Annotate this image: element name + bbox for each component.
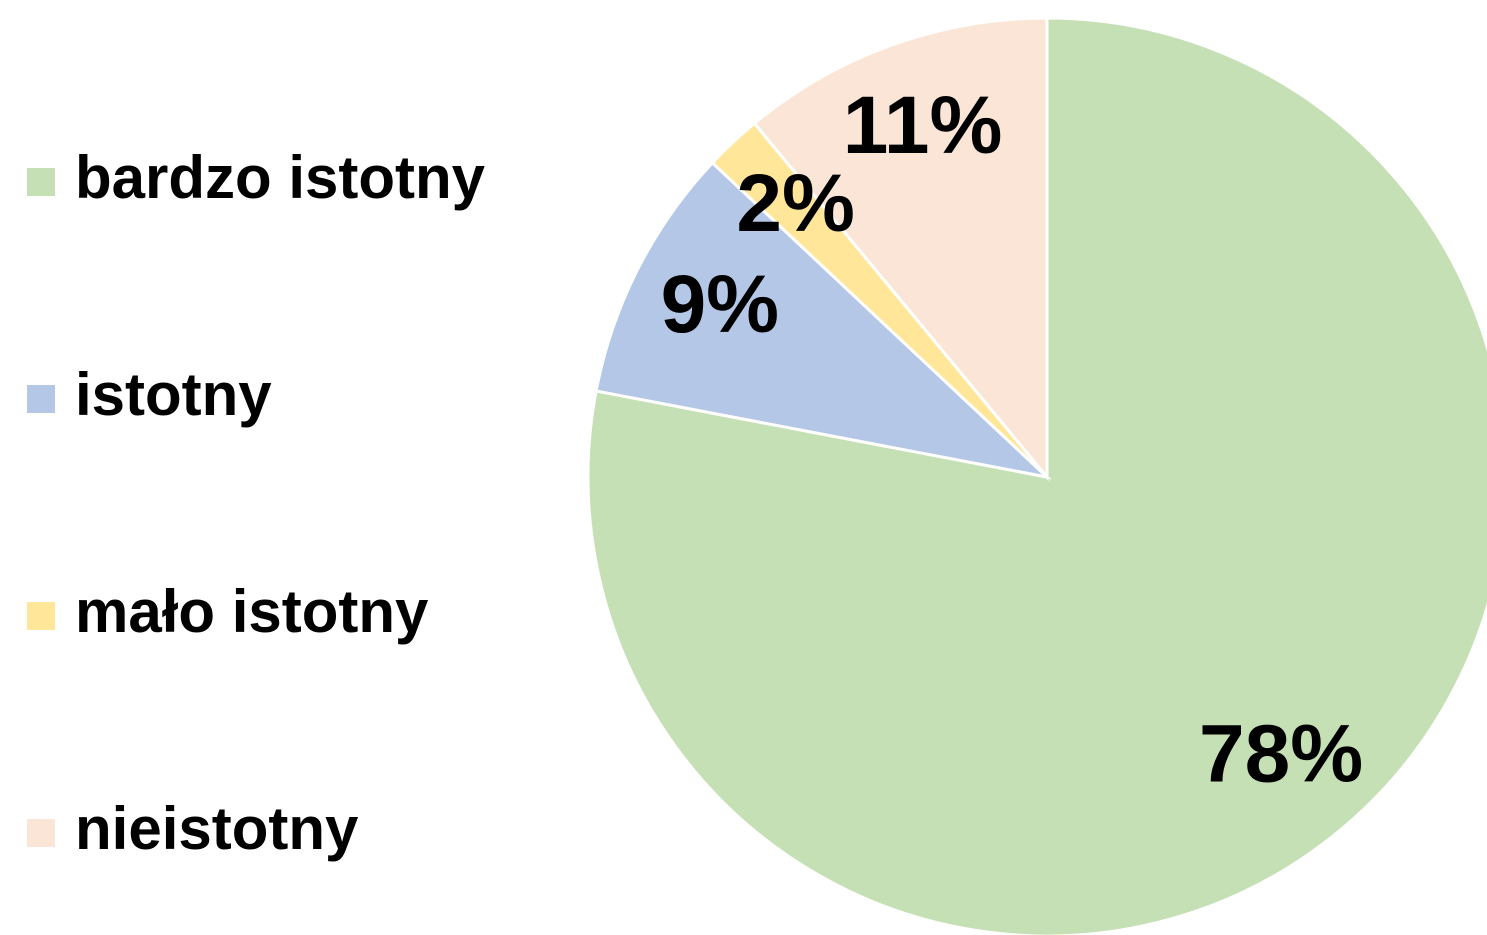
legend-swatch	[27, 385, 55, 413]
legend-swatch	[27, 819, 55, 847]
legend-text: nieistotny	[75, 795, 359, 862]
legend-text: mało istotny	[75, 578, 429, 645]
pie-slice	[752, 16, 1049, 482]
pie-slice	[594, 160, 1052, 480]
legend-swatch	[27, 602, 55, 630]
value-label: 78%	[1199, 709, 1363, 800]
legend-text: bardzo istotny	[75, 144, 486, 211]
legend-swatch	[27, 168, 55, 196]
value-label: 9%	[661, 259, 780, 350]
legend-text: istotny	[75, 361, 272, 428]
value-label: 11%	[843, 80, 1003, 171]
value-label: 2%	[736, 158, 855, 249]
